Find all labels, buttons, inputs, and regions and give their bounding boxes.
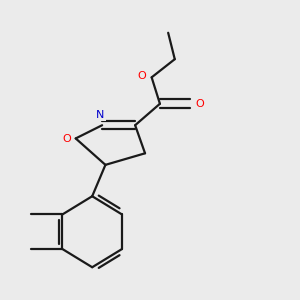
Text: N: N	[96, 110, 105, 120]
Text: O: O	[137, 71, 146, 81]
Text: O: O	[195, 99, 204, 109]
Text: O: O	[62, 134, 71, 144]
